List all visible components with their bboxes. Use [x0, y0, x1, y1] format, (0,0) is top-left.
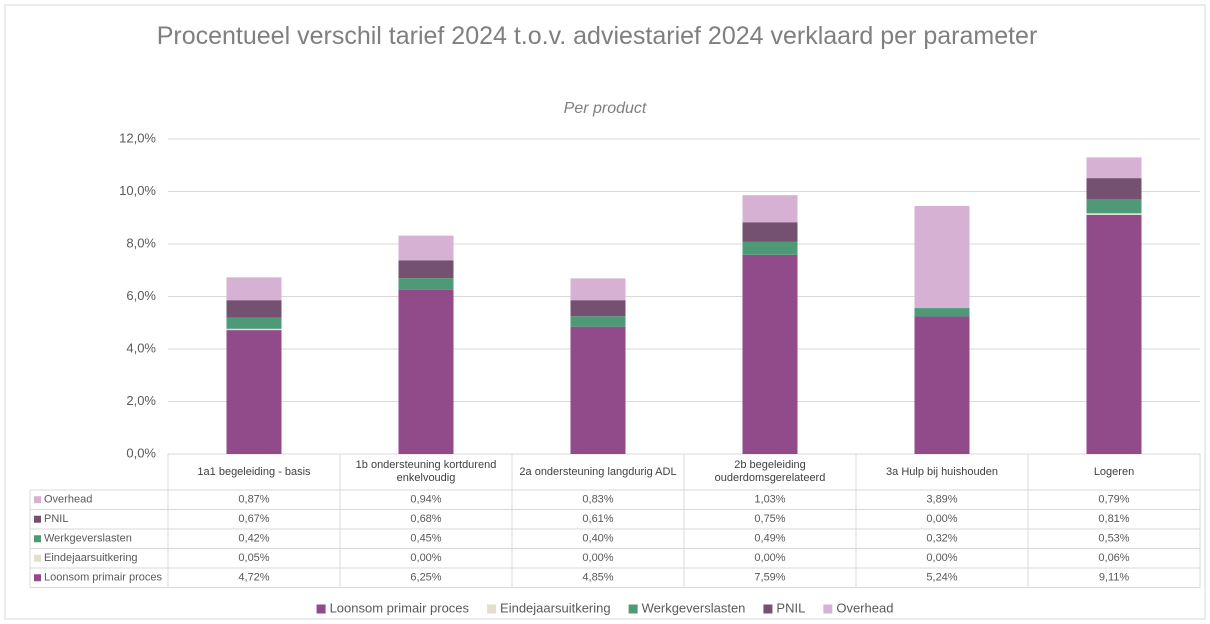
legend-key: [763, 604, 773, 614]
bar-segment: [1086, 157, 1142, 179]
table-cell: 1,03%: [754, 494, 785, 506]
table-legend-key: [34, 535, 41, 543]
table-cell: 0,81%: [1098, 513, 1129, 525]
table-cell: 7,59%: [754, 572, 785, 584]
table-cell: 3,89%: [926, 494, 957, 506]
table-cell: 4,72%: [238, 572, 269, 584]
y-tick-label: 4,0%: [126, 340, 156, 355]
bar-segment: [226, 330, 282, 454]
bar-segment: [742, 241, 798, 255]
chart-subtitle: Per product: [563, 100, 647, 117]
table-cell: 0,06%: [1098, 552, 1129, 564]
table-cell: 0,00%: [582, 552, 613, 564]
bar-segment: [398, 289, 454, 454]
bar-segment: [570, 278, 626, 301]
x-tick-label: 2a ondersteuning langdurig ADL: [519, 465, 677, 478]
table-cell: 0,79%: [1098, 494, 1129, 506]
table-cell: 0,45%: [410, 533, 441, 545]
legend-label: Loonsom primair proces: [330, 600, 470, 615]
table-cell: 0,00%: [410, 552, 441, 564]
table-legend-key: [34, 515, 41, 523]
bar-segment: [570, 326, 626, 454]
y-tick-label: 6,0%: [126, 288, 156, 303]
bar-segment: [226, 277, 282, 301]
y-tick-label: 8,0%: [126, 235, 156, 250]
table-row-label: Werkgeverslasten: [44, 533, 132, 545]
x-tick-label: 2b begeleiding ouderdomsgerelateerd: [714, 459, 826, 484]
table-cell: 0,87%: [238, 494, 269, 506]
legend-key: [316, 604, 326, 614]
bar-segment: [226, 300, 282, 318]
table-cell: 0,83%: [582, 494, 613, 506]
table-row-label: PNIL: [44, 513, 68, 525]
legend-label: Overhead: [836, 600, 893, 615]
x-tick-label: 1b ondersteuning kortdurend enkelvoudig: [355, 459, 497, 484]
table-cell: 0,05%: [238, 552, 269, 564]
table-cell: 0,61%: [582, 513, 613, 525]
table-cell: 0,68%: [410, 513, 441, 525]
table-cell: 4,85%: [582, 572, 613, 584]
table-cell: 0,32%: [926, 533, 957, 545]
table-cell: 0,75%: [754, 513, 785, 525]
bar-segment: [398, 235, 454, 261]
table-row-label: Overhead: [44, 494, 92, 506]
bar-segment: [742, 195, 798, 223]
bar-segment: [1086, 213, 1142, 215]
legend-label: PNIL: [776, 600, 805, 615]
chart-title: Procentueel verschil tarief 2024 t.o.v. …: [156, 22, 1038, 50]
legend-label: Werkgeverslasten: [642, 600, 746, 615]
legend-key: [628, 604, 638, 614]
legend: Loonsom primair proces Eindejaarsuitkerin…: [316, 600, 893, 615]
x-tick-label: Logeren: [1093, 465, 1135, 478]
table-cell: 0,67%: [238, 513, 269, 525]
table-cell: 0,42%: [238, 533, 269, 545]
legend-label: Eindejaarsuitkering: [500, 600, 611, 615]
y-tick-label: 2,0%: [126, 393, 156, 408]
bar-segment: [1086, 199, 1142, 214]
legend-key: [823, 604, 833, 614]
table-legend-key: [34, 496, 41, 504]
table-cell: 0,94%: [410, 494, 441, 506]
y-tick-label: 10,0%: [119, 183, 156, 198]
table-row-label: Eindejaarsuitkering: [44, 552, 138, 564]
bar-segment: [742, 254, 798, 454]
bar-segment: [570, 300, 626, 317]
bar-segment: [914, 205, 970, 309]
legend-key: [487, 604, 497, 614]
bar-segment: [1086, 214, 1142, 454]
table-cell: 9,11%: [1099, 572, 1130, 584]
bar-segment: [570, 316, 626, 327]
bar-segment: [914, 316, 970, 454]
bar-segment: [398, 260, 454, 279]
table-legend-key: [34, 574, 41, 582]
bar-segment: [226, 317, 282, 329]
bar-segment: [914, 308, 970, 317]
table-cell: 0,53%: [1098, 533, 1129, 545]
table-cell: 0,00%: [926, 552, 957, 564]
bar-segment: [1086, 178, 1142, 200]
chart-border: [4, 4, 1206, 620]
y-tick-label: 0,0%: [126, 445, 156, 460]
table-cell: 0,00%: [754, 552, 785, 564]
bar-segment: [398, 278, 454, 290]
x-tick-label: 1a1 begeleiding - basis: [197, 465, 311, 478]
table-cell: 0,49%: [754, 533, 785, 545]
x-tick-label: 3a Hulp bij huishouden: [886, 465, 998, 478]
table-cell: 0,40%: [582, 533, 613, 545]
table-cell: 0,00%: [926, 513, 957, 525]
bar-segment: [226, 328, 282, 331]
table-row-label: Loonsom primair proces: [44, 572, 162, 584]
bar-segment: [742, 222, 798, 242]
table-cell: 6,25%: [410, 572, 441, 584]
table-cell: 5,24%: [926, 572, 957, 584]
y-tick-label: 12,0%: [119, 130, 156, 145]
table-legend-key: [34, 554, 41, 562]
